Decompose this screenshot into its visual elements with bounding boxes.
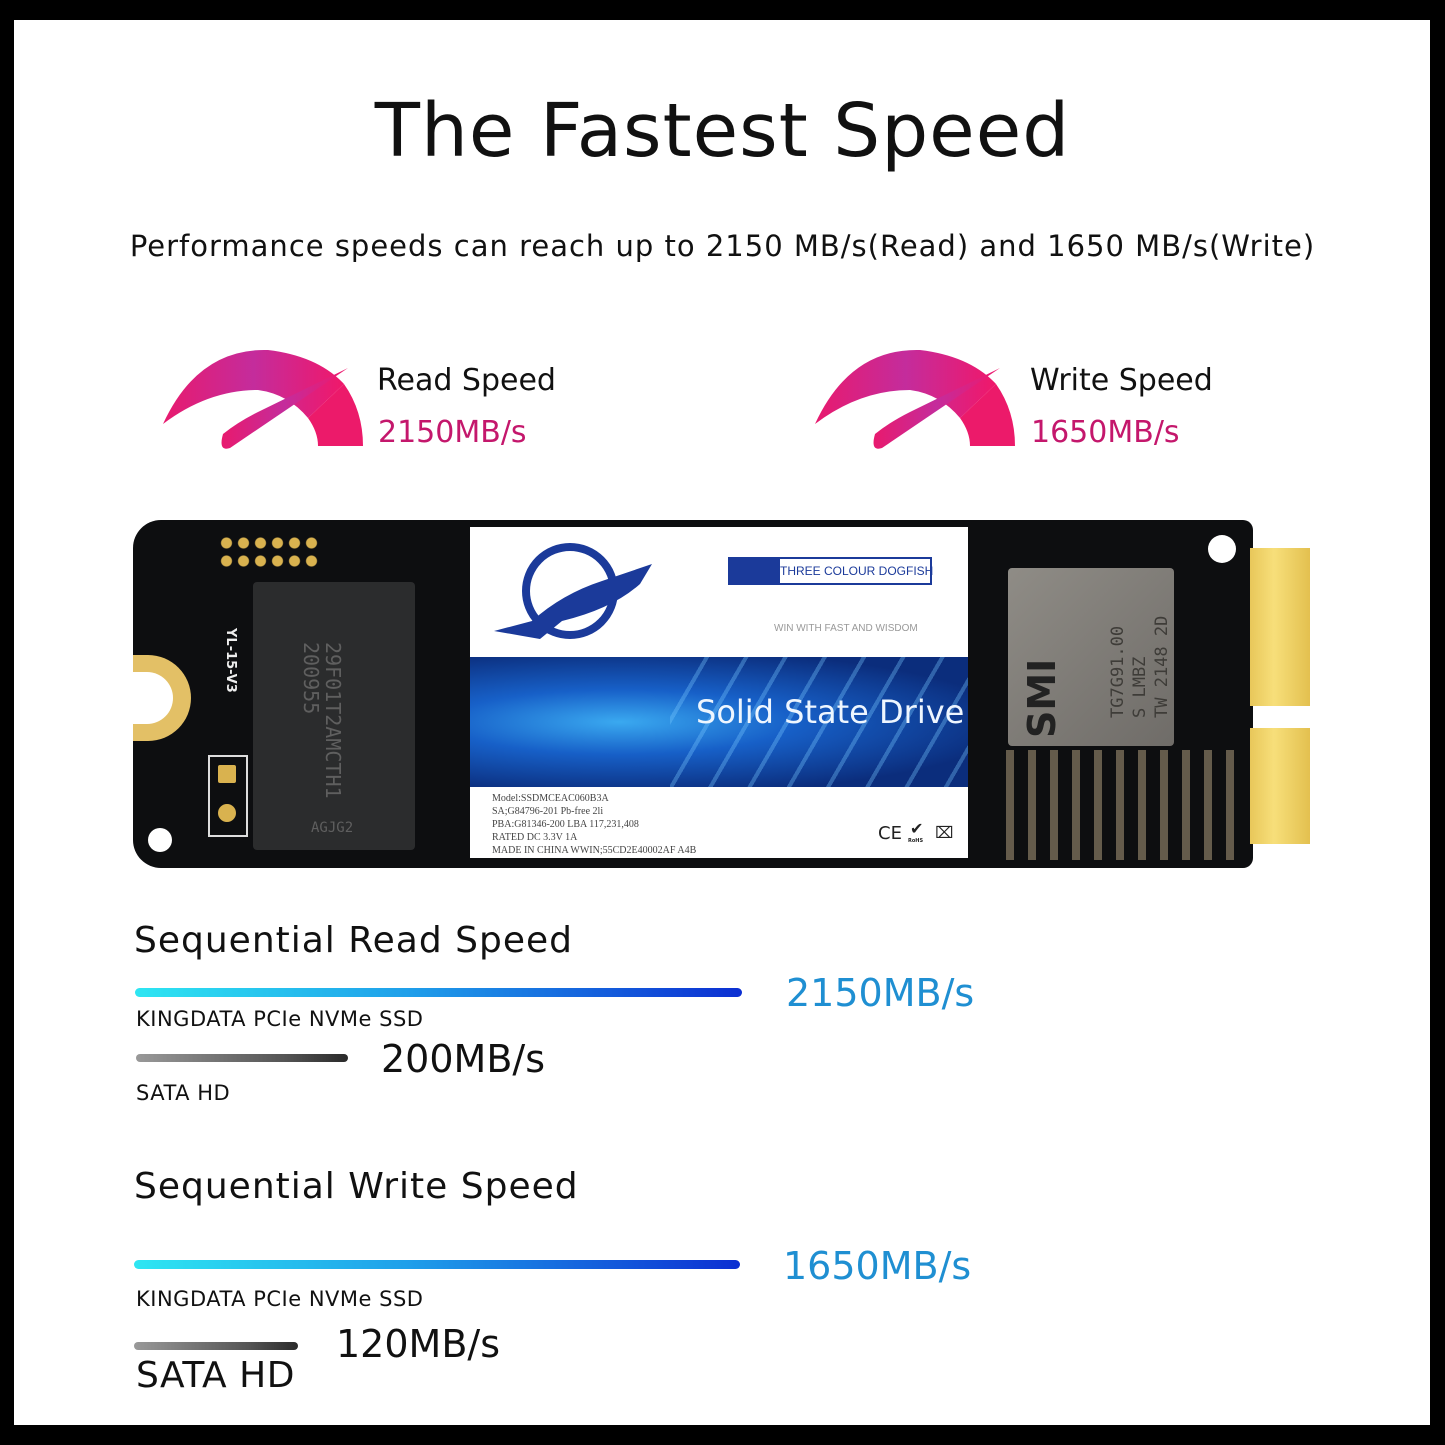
board-marking: YL-15-V3: [223, 628, 238, 693]
hdd-write-label: SATA HD: [136, 1355, 295, 1396]
brand-name: THREE COLOUR DOGFISH: [780, 559, 933, 583]
hdd-write-bar: [134, 1342, 298, 1350]
dogfish-logo: [494, 543, 652, 639]
read-speed-label: Read Speed: [377, 363, 556, 398]
ssd-read-label: KINGDATA PCIe NVMe SSD: [136, 1007, 424, 1031]
ssd-write-bar: [134, 1260, 740, 1269]
read-speed-value: 2150MB/s: [378, 415, 527, 450]
ssd-write-value: 1650MB/s: [783, 1244, 972, 1288]
label-specs: Model:SSDMCEAC060B3A SA;G84796-201 Pb-fr…: [492, 793, 697, 856]
rohs-text: RoHS: [908, 838, 924, 844]
ssd-write-label: KINGDATA PCIe NVMe SSD: [136, 1287, 424, 1311]
brand-name-box: THREE COLOUR DOGFISH: [728, 557, 933, 585]
speedometer-icon: [163, 349, 363, 449]
slogan: WIN WITH FAST AND WISDOM: [774, 623, 918, 634]
hdd-read-bar: [136, 1054, 348, 1062]
test-pads: [218, 534, 318, 570]
product-name: Solid State Drive: [696, 693, 965, 731]
rohs-check-icon: ✔: [910, 819, 924, 838]
write-speed-label: Write Speed: [1030, 363, 1213, 398]
ssd-read-value: 2150MB/s: [786, 971, 975, 1015]
label-banner: Solid State Drive: [470, 657, 968, 787]
product-label: THREE COLOUR DOGFISH WIN WITH FAST AND W…: [470, 527, 968, 858]
hdd-write-value: 120MB/s: [336, 1322, 500, 1366]
mounting-hole: [1208, 535, 1236, 563]
nand-flash-chip: 29F01T2AMCTH1 200955 AGJG2: [253, 582, 415, 850]
ce-mark-icon: CE: [878, 823, 902, 844]
write-speed-value: 1650MB/s: [1031, 415, 1180, 450]
ssd-read-bar: [135, 988, 742, 997]
page-title: The Fastest Speed: [374, 88, 1071, 174]
connector-contacts: [1250, 728, 1310, 844]
hdd-read-label: SATA HD: [136, 1081, 231, 1105]
controller-chip: SMI TG7G91.00 S LMBZ TW 2148 2D: [1008, 568, 1174, 746]
mounting-hole: [148, 828, 172, 852]
hdd-read-value: 200MB/s: [381, 1037, 545, 1081]
weee-bin-icon: ⌧: [935, 823, 954, 842]
speedometer-icon: [815, 349, 1015, 449]
smd-components: [1000, 750, 1240, 860]
sequential-write-title: Sequential Write Speed: [134, 1166, 579, 1207]
page-subtitle: Performance speeds can reach up to 2150 …: [129, 229, 1316, 263]
connector-contacts: [1250, 548, 1310, 706]
sequential-read-title: Sequential Read Speed: [134, 920, 574, 961]
